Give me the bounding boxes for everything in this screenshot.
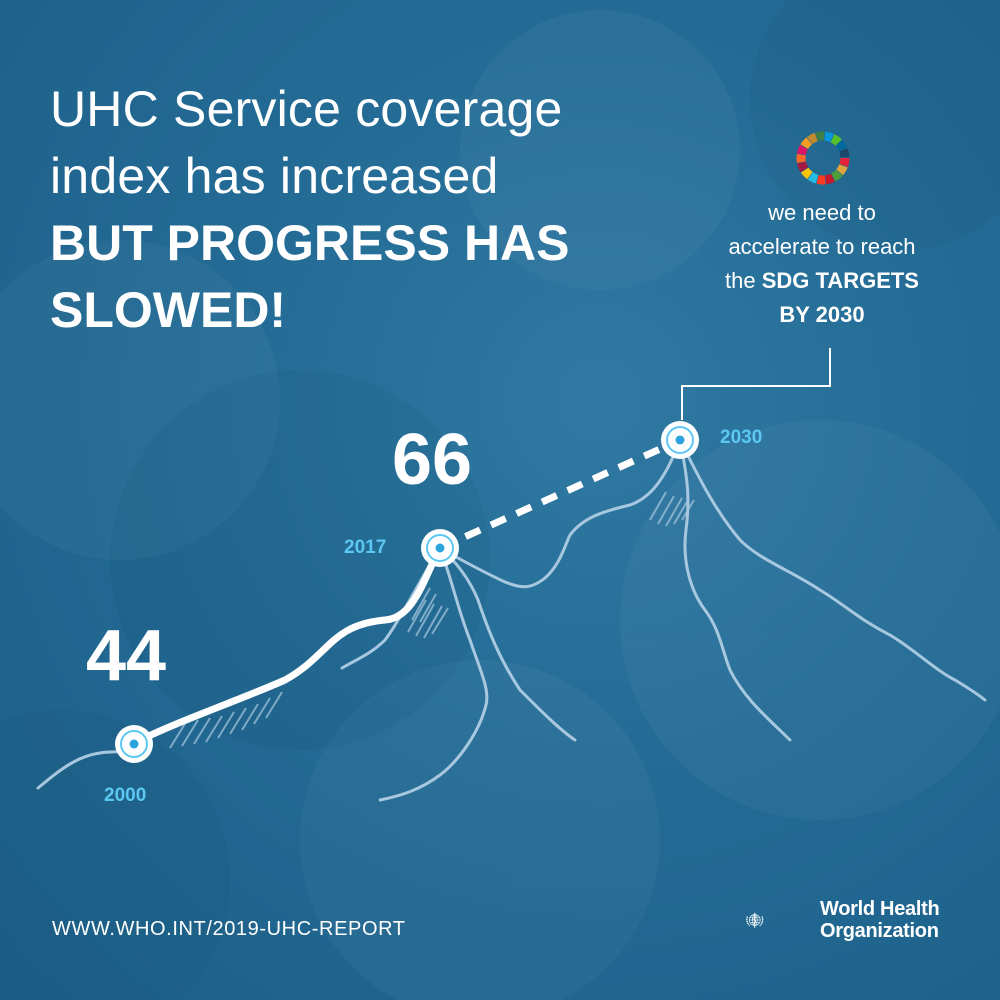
headline-line-4: SLOWED! xyxy=(50,282,287,338)
who-wordmark-line-1: World Health xyxy=(820,898,940,920)
projected-path xyxy=(438,436,682,552)
report-url[interactable]: WWW.WHO.INT/2019-UHC-REPORT xyxy=(52,918,406,940)
milestone-marker-2030 xyxy=(661,421,699,459)
who-wordmark-line-2: Organization xyxy=(820,920,939,942)
callout-connector xyxy=(681,348,831,420)
milestone-value-2000: 44 xyxy=(86,616,167,696)
callout-line-4: BY 2030 xyxy=(779,302,865,327)
who-emblem-icon xyxy=(745,912,764,928)
sdg-callout: we need to accelerate to reach the SDG T… xyxy=(682,196,962,332)
headline-line-2: index has increased xyxy=(50,148,499,204)
milestone-year-2017: 2017 xyxy=(344,537,387,558)
hatch-shading xyxy=(169,491,695,749)
milestone-year-2030: 2030 xyxy=(720,427,763,448)
headline-line-3: BUT PROGRESS HAS xyxy=(50,215,570,271)
headline: UHC Service coverage index has increased… xyxy=(50,76,690,344)
callout-line-1: we need to xyxy=(768,200,876,225)
milestone-marker-2017 xyxy=(421,529,459,567)
mountain-ridges xyxy=(36,438,987,802)
milestone-year-2000: 2000 xyxy=(104,785,147,806)
who-wordmark: World Health Organization xyxy=(820,898,940,942)
sdg-wheel-icon xyxy=(796,131,850,185)
callout-line-3: the SDG TARGETS xyxy=(682,264,962,298)
progress-path xyxy=(128,544,444,748)
headline-line-1: UHC Service coverage xyxy=(50,81,563,137)
callout-line-3-prefix: the xyxy=(725,268,762,293)
milestone-marker-2000 xyxy=(115,725,153,763)
callout-line-2: accelerate to reach xyxy=(728,234,916,259)
callout-line-3-bold: SDG TARGETS xyxy=(761,268,919,293)
milestone-value-2017: 66 xyxy=(392,420,473,500)
